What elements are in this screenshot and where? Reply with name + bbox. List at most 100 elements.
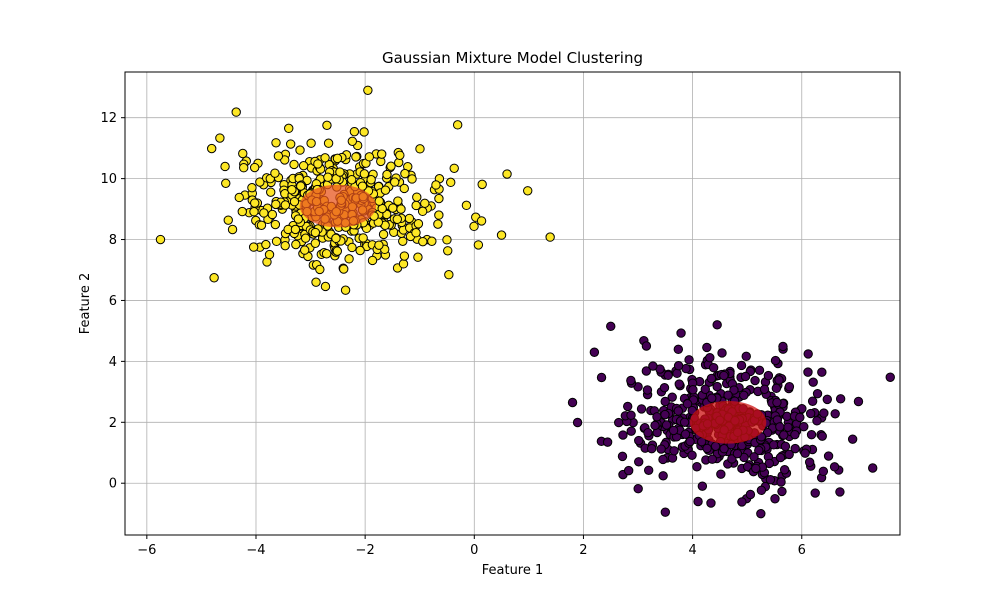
x-tick-label: 2 (579, 543, 587, 558)
data-point (803, 367, 813, 377)
chart-title: Gaussian Mixture Model Clustering (382, 49, 643, 67)
data-point (643, 465, 654, 475)
data-point (692, 462, 702, 472)
data-point (400, 168, 410, 179)
data-point (759, 384, 770, 394)
data-point (339, 264, 349, 274)
data-point (812, 416, 822, 426)
data-point (723, 390, 733, 400)
data-point (688, 385, 698, 395)
x-tick-label: 4 (688, 543, 696, 558)
data-point (332, 246, 342, 256)
data-point (830, 409, 840, 419)
data-point (835, 487, 845, 497)
data-point (386, 161, 396, 171)
data-point (364, 152, 375, 162)
data-point (221, 178, 231, 189)
data-point (641, 366, 652, 376)
data-point (347, 175, 357, 185)
data-point (772, 397, 782, 408)
data-point (496, 230, 507, 240)
data-point (736, 360, 747, 371)
data-point (667, 392, 677, 402)
data-point (710, 441, 721, 451)
data-point (684, 355, 694, 365)
data-point (669, 446, 679, 456)
data-point (636, 404, 647, 414)
axis-ticks: −6 −4 −2 0 2 4 6 0 2 4 6 8 10 12 (100, 111, 805, 558)
data-point (847, 434, 858, 444)
data-point (648, 361, 658, 371)
data-point (754, 365, 765, 375)
data-point (444, 270, 454, 280)
data-point (271, 138, 281, 148)
data-point (779, 465, 790, 475)
data-point (223, 215, 233, 225)
data-point (751, 463, 761, 474)
data-point (589, 347, 600, 357)
data-point (717, 348, 727, 358)
data-point (800, 448, 810, 458)
data-point (523, 186, 533, 196)
data-point (650, 420, 660, 431)
data-point (768, 440, 779, 450)
data-point (663, 370, 673, 381)
data-point (732, 448, 743, 459)
data-point (822, 394, 832, 405)
data-point (626, 426, 636, 436)
data-point (641, 341, 652, 351)
data-point (398, 259, 409, 269)
data-point (420, 198, 430, 209)
data-point (756, 508, 766, 519)
data-point (323, 138, 334, 148)
data-point (363, 85, 373, 95)
data-point (660, 396, 670, 407)
data-point (367, 255, 378, 266)
data-point (249, 207, 259, 217)
data-point (697, 481, 708, 491)
data-point (449, 163, 459, 173)
y-tick-label: 12 (100, 111, 117, 126)
data-point (298, 160, 309, 171)
data-point (396, 204, 406, 214)
data-point (291, 239, 301, 250)
gmm-component-ellipse (689, 400, 767, 444)
data-point (359, 169, 370, 179)
data-point (323, 172, 333, 182)
data-point (407, 174, 417, 184)
data-point (623, 401, 633, 412)
data-point (617, 451, 628, 462)
data-point (729, 385, 739, 395)
data-point (777, 486, 787, 497)
data-point (685, 436, 695, 447)
data-point (380, 185, 391, 195)
data-point (719, 370, 729, 381)
data-point (803, 349, 813, 359)
data-point (321, 249, 332, 259)
data-point (775, 422, 785, 432)
data-point (300, 233, 311, 243)
gmm-component-ellipse (299, 184, 377, 228)
data-point (672, 368, 682, 379)
data-point (374, 240, 384, 250)
data-point (287, 185, 297, 195)
data-point (310, 238, 321, 248)
data-point (673, 361, 684, 371)
data-point (658, 454, 668, 465)
data-point (885, 372, 895, 382)
data-point (434, 193, 444, 204)
data-point (290, 224, 301, 235)
data-point (296, 181, 306, 191)
data-point (770, 355, 781, 366)
data-point (702, 342, 712, 353)
data-point (614, 417, 624, 428)
data-point (412, 192, 422, 202)
data-point (626, 375, 636, 386)
data-point (273, 151, 284, 161)
data-point (806, 429, 817, 440)
data-point (332, 153, 343, 164)
data-point (331, 233, 341, 244)
data-point (784, 382, 795, 392)
